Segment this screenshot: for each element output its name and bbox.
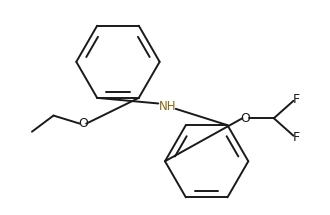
- Text: F: F: [293, 131, 300, 144]
- Text: O: O: [78, 117, 88, 130]
- Text: NH: NH: [159, 100, 177, 113]
- Text: F: F: [293, 93, 300, 106]
- Text: O: O: [241, 112, 250, 125]
